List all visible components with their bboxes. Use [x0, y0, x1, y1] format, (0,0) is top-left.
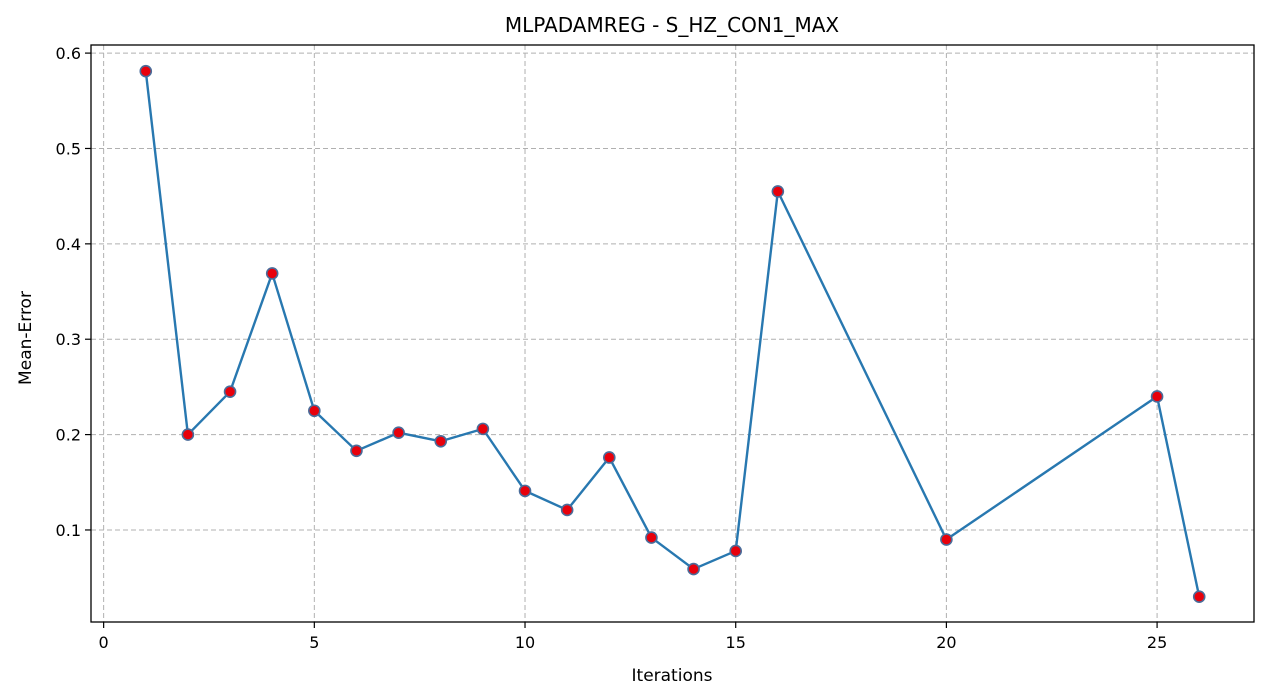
data-point — [1150, 390, 1164, 403]
x-tick-label: 10 — [515, 633, 535, 652]
x-tick-label: 25 — [1147, 633, 1167, 652]
data-point — [645, 531, 658, 544]
y-tick-label: 0.2 — [56, 426, 81, 445]
tick-layer: 0 5 10 15 20 25 0.1 0.2 0.3 0.4 0.5 0.6 — [56, 44, 1168, 652]
data-point — [687, 562, 700, 576]
data-point — [434, 434, 448, 448]
data-point — [223, 385, 237, 398]
y-tick-label: 0.4 — [56, 235, 81, 254]
x-tick-label: 5 — [309, 633, 319, 652]
x-axis-label: Iterations — [632, 666, 713, 686]
x-tick-label: 15 — [726, 633, 746, 652]
data-point — [518, 484, 532, 498]
y-tick-label: 0.6 — [56, 44, 81, 63]
data-point — [560, 503, 574, 517]
data-point — [602, 451, 616, 464]
series-layer — [139, 64, 1206, 604]
y-tick-label: 0.5 — [56, 139, 81, 158]
data-point — [181, 428, 195, 441]
data-point — [1192, 590, 1206, 604]
x-tick-label: 0 — [99, 633, 109, 652]
y-tick-label: 0.1 — [56, 521, 81, 540]
x-tick-label: 20 — [936, 633, 956, 652]
data-point — [139, 64, 153, 78]
data-point — [392, 426, 405, 439]
data-point — [476, 422, 490, 436]
data-point — [729, 544, 743, 558]
chart-title: MLPADAMREG - S_HZ_CON1_MAX — [505, 13, 840, 37]
y-axis-label: Mean-Error — [16, 291, 36, 385]
y-tick-label: 0.3 — [56, 330, 81, 349]
data-point — [940, 533, 953, 546]
grid-layer — [91, 45, 1254, 622]
data-point — [771, 185, 785, 198]
plot-frame — [90, 44, 1255, 623]
data-point — [350, 444, 363, 458]
data-point — [308, 404, 321, 418]
data-point — [265, 267, 279, 280]
